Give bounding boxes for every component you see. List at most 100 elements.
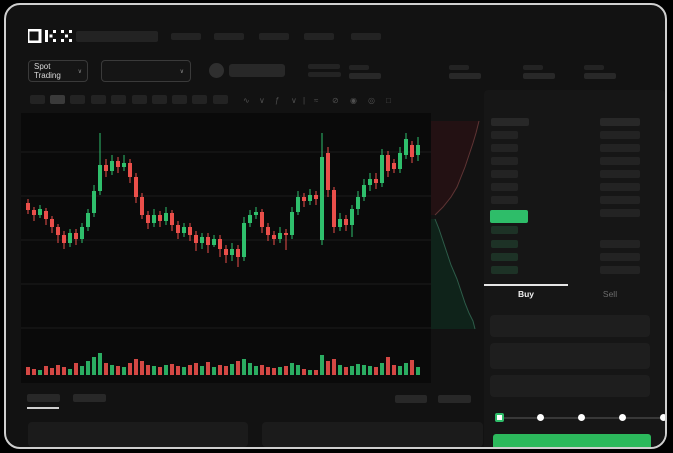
tab-sell[interactable]: Sell — [602, 289, 618, 299]
fullscreen-icon[interactable]: □ — [386, 96, 391, 105]
bottom-tab-skeleton-2[interactable] — [73, 394, 106, 402]
volume-bar — [248, 363, 252, 375]
interval-chip-skeleton[interactable] — [132, 95, 147, 104]
slider-stop[interactable] — [619, 414, 626, 421]
asks-depth-line — [434, 120, 480, 216]
candle-body — [86, 213, 90, 227]
line-tool-icon[interactable]: ≈ — [314, 96, 319, 105]
candle-body — [50, 219, 54, 227]
interval-chip-skeleton[interactable] — [152, 95, 167, 104]
volume-bar — [236, 361, 240, 375]
nav-item-skeleton[interactable] — [259, 33, 289, 40]
ask-row-skeleton[interactable] — [491, 157, 518, 165]
market-type-selector[interactable]: Spot Trading ∨ — [28, 60, 88, 82]
market-trade-row-skeleton — [600, 144, 640, 152]
chevron-down-icon[interactable]: ∨ — [291, 96, 297, 105]
bid-row-skeleton[interactable] — [491, 253, 518, 261]
tab-buy[interactable]: Buy — [517, 289, 535, 299]
orderbook-mid-price-bar[interactable] — [490, 210, 528, 223]
ask-row-skeleton[interactable] — [491, 196, 518, 204]
candle-body — [248, 215, 252, 223]
chevron-down-icon: ∨ — [179, 68, 184, 75]
candle-body — [284, 233, 288, 235]
bid-row-skeleton[interactable] — [491, 226, 518, 234]
volume-bar — [44, 366, 48, 375]
orderbook-header-skeleton — [600, 118, 640, 126]
stat-label-skeleton — [449, 65, 469, 70]
volume-bar — [284, 366, 288, 375]
slider-stop[interactable] — [660, 414, 665, 421]
interval-chip-skeleton[interactable] — [70, 95, 85, 104]
bid-row-skeleton[interactable] — [491, 266, 518, 274]
interval-chip-skeleton[interactable] — [91, 95, 106, 104]
candle-body — [182, 227, 186, 233]
app-window: Spot Trading ∨ ∨ ∿ ∨ ƒ ∨ | ≈ ⊘ ◉ ◎ □ Buy Sell — [4, 3, 667, 449]
candle-body — [254, 212, 258, 215]
nav-item-skeleton[interactable] — [351, 33, 381, 40]
interval-chip-skeleton[interactable] — [30, 95, 45, 104]
slider-stop[interactable] — [578, 414, 585, 421]
pair-selector[interactable]: ∨ — [101, 60, 191, 82]
volume-bar — [152, 366, 156, 375]
volume-bar — [266, 367, 270, 375]
chevron-down-icon[interactable]: ∨ — [259, 96, 265, 105]
candle-body — [56, 227, 60, 235]
candle-body — [116, 161, 120, 167]
interval-chip-skeleton[interactable] — [213, 95, 228, 104]
volume-bar — [224, 366, 228, 375]
volume-bar — [398, 366, 402, 375]
orderbook-header-skeleton — [491, 118, 529, 126]
candle-body — [128, 163, 132, 177]
interval-chip-skeleton[interactable] — [111, 95, 126, 104]
volume-bar — [188, 365, 192, 375]
bottom-right-skeleton-1[interactable] — [395, 395, 427, 403]
volume-bar — [380, 363, 384, 375]
candle-body — [410, 145, 414, 157]
bid-row-skeleton[interactable] — [491, 240, 518, 248]
interval-chip-skeleton[interactable] — [50, 95, 65, 104]
bottom-right-skeleton-2[interactable] — [438, 395, 471, 403]
total-field-skeleton[interactable] — [490, 375, 650, 397]
asks-depth-area — [431, 121, 479, 215]
bottom-tab-skeleton-1[interactable] — [27, 394, 60, 402]
candle-body — [308, 195, 312, 201]
candle-body — [332, 190, 336, 227]
settings-icon[interactable]: ◎ — [368, 96, 375, 105]
compare-icon[interactable]: ⊘ — [332, 96, 339, 105]
amount-field-skeleton[interactable] — [490, 343, 650, 369]
candle-body — [98, 165, 102, 191]
interval-chip-skeleton[interactable] — [172, 95, 187, 104]
history-panel-skeleton — [262, 422, 483, 447]
nav-item-skeleton[interactable] — [214, 33, 244, 40]
candle-body — [200, 237, 204, 243]
indicators-icon[interactable]: ƒ — [275, 96, 280, 105]
volume-bar — [62, 367, 66, 375]
volume-bar — [92, 357, 96, 375]
candle-body — [230, 249, 234, 255]
slider-handle[interactable] — [495, 413, 504, 422]
interval-chip-skeleton[interactable] — [192, 95, 207, 104]
price-skeleton — [229, 64, 285, 77]
nav-item-skeleton[interactable] — [171, 33, 201, 40]
candle-body — [32, 210, 36, 215]
nav-item-skeleton[interactable] — [304, 33, 334, 40]
candle-body — [224, 249, 228, 255]
candlestick-chart[interactable] — [21, 113, 431, 383]
volume-bar — [296, 365, 300, 375]
ask-row-skeleton[interactable] — [491, 183, 518, 191]
submit-order-button[interactable] — [493, 434, 651, 447]
price-field-skeleton[interactable] — [490, 315, 650, 337]
slider-stop[interactable] — [537, 414, 544, 421]
candle-body — [356, 197, 360, 209]
camera-icon[interactable]: ◉ — [350, 96, 357, 105]
search-skeleton[interactable] — [76, 31, 158, 42]
ask-row-skeleton[interactable] — [491, 144, 518, 152]
ask-row-skeleton[interactable] — [491, 131, 518, 139]
stat-value-skeleton — [584, 73, 616, 79]
candle-body — [164, 213, 168, 221]
okx-logo[interactable] — [26, 28, 72, 44]
ask-row-skeleton[interactable] — [491, 170, 518, 178]
volume-bar — [74, 363, 78, 375]
volume-bar — [254, 366, 258, 375]
candle-style-icon[interactable]: ∿ — [243, 96, 250, 105]
